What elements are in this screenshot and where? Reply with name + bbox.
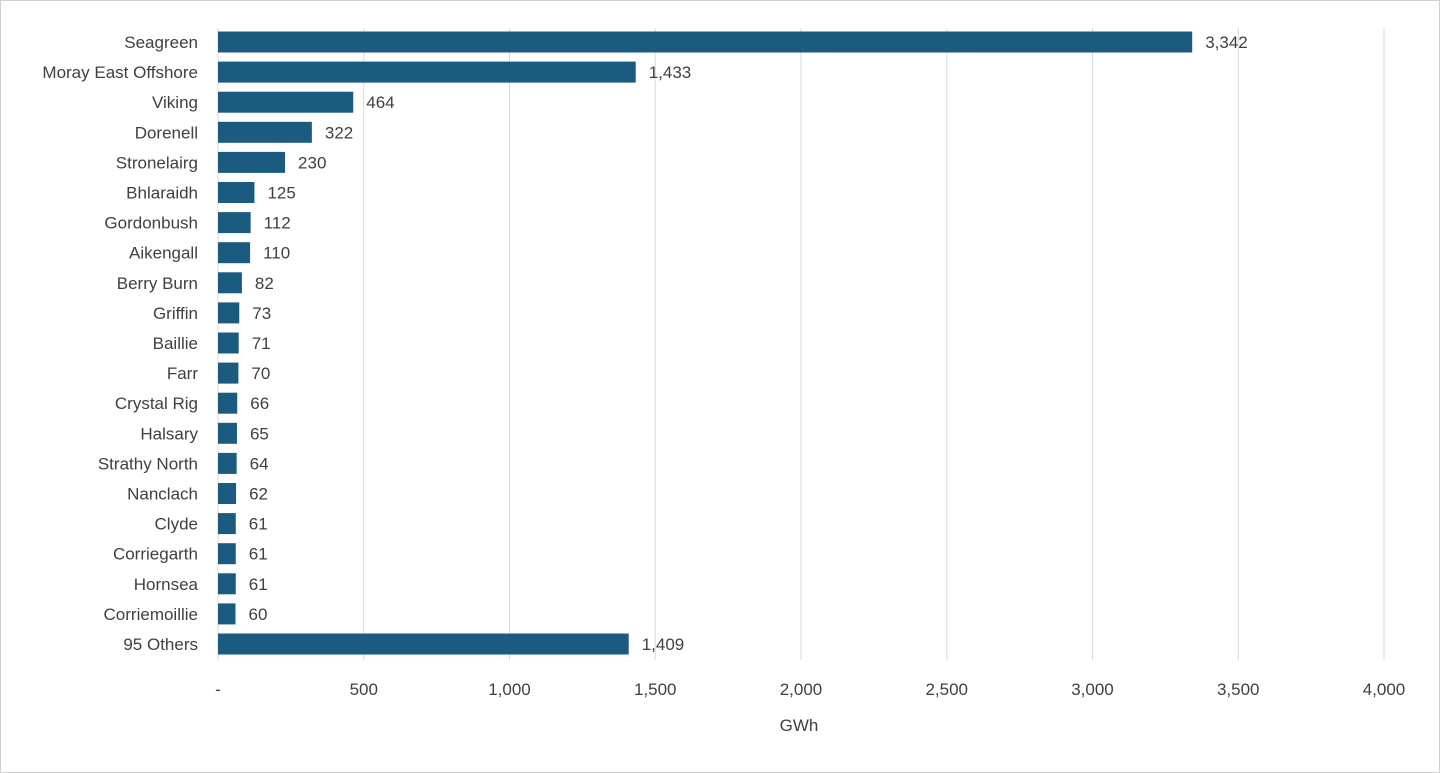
data-label: 61 <box>249 515 268 534</box>
bar <box>218 242 251 264</box>
x-tick-labels: - 500 1,000 1,500 2,000 2,500 3,000 3,500 4,000 <box>215 680 1405 699</box>
data-label: 1,409 <box>642 635 685 654</box>
bar <box>218 182 255 203</box>
category-label: Gordonbush <box>104 214 198 233</box>
data-label: 125 <box>267 184 295 203</box>
category-labels: Seagreen Moray East Offshore Viking Dorenel… <box>42 33 198 654</box>
category-label: Moray East Offshore <box>42 63 198 82</box>
data-label: 322 <box>325 123 353 142</box>
x-tick-label: - <box>215 680 221 699</box>
x-tick-label: 1,500 <box>634 680 677 699</box>
bar <box>218 272 242 294</box>
x-tick-label: 2,500 <box>925 680 968 699</box>
category-label: Farr <box>167 364 199 383</box>
data-label: 65 <box>250 424 269 443</box>
category-label: 95 Others <box>123 635 198 654</box>
data-label: 1,433 <box>649 63 692 82</box>
category-label: Berry Burn <box>117 274 198 293</box>
bar <box>218 332 239 354</box>
data-label: 62 <box>249 485 268 504</box>
category-label: Seagreen <box>124 33 198 52</box>
bars <box>218 31 1193 655</box>
bar <box>218 151 286 173</box>
x-tick-label: 3,500 <box>1217 680 1260 699</box>
bar <box>218 483 237 504</box>
category-label: Halsary <box>140 424 198 443</box>
bar <box>218 513 236 535</box>
bar <box>218 603 236 625</box>
bar <box>218 121 312 143</box>
data-label: 61 <box>249 545 268 564</box>
x-tick-label: 1,000 <box>488 680 531 699</box>
data-label: 71 <box>252 334 271 353</box>
x-axis-title: GWh <box>780 716 819 735</box>
data-label: 61 <box>249 575 268 594</box>
data-label: 230 <box>298 153 326 172</box>
category-label: Dorenell <box>135 123 198 142</box>
category-label: Corriegarth <box>113 545 198 564</box>
data-label: 70 <box>251 364 270 383</box>
bar <box>218 362 239 384</box>
bar <box>218 212 251 234</box>
bar <box>218 543 236 565</box>
bar <box>218 31 1193 53</box>
x-tick-label: 4,000 <box>1363 680 1406 699</box>
bar <box>218 302 240 324</box>
data-label: 73 <box>252 304 271 323</box>
category-label: Aikengall <box>129 244 198 263</box>
x-tick-label: 500 <box>350 680 378 699</box>
data-label: 112 <box>264 214 291 233</box>
bar <box>218 61 636 83</box>
category-label: Nanclach <box>127 485 198 504</box>
x-tick-label: 2,000 <box>780 680 823 699</box>
bar <box>218 91 354 113</box>
data-label: 66 <box>250 394 269 413</box>
category-label: Clyde <box>155 515 198 534</box>
bar <box>218 633 629 655</box>
category-label: Hornsea <box>134 575 199 594</box>
data-label: 464 <box>366 93 394 112</box>
category-label: Bhlaraidh <box>126 184 198 203</box>
bar <box>218 452 237 474</box>
category-label: Strathy North <box>98 454 198 473</box>
category-label: Stronelairg <box>116 153 198 172</box>
bar <box>218 422 237 444</box>
category-label: Baillie <box>153 334 198 353</box>
x-tick-label: 3,000 <box>1071 680 1114 699</box>
gridlines <box>217 28 1385 660</box>
data-label: 110 <box>263 244 290 263</box>
category-label: Crystal Rig <box>115 394 198 413</box>
data-label: 60 <box>248 605 267 624</box>
data-label: 82 <box>255 274 274 293</box>
data-label: 64 <box>250 454 269 473</box>
category-label: Griffin <box>153 304 198 323</box>
bar <box>218 392 238 414</box>
data-label: 3,342 <box>1205 33 1248 52</box>
bar <box>218 573 236 595</box>
category-label: Corriemoillie <box>104 605 198 624</box>
category-label: Viking <box>152 93 198 112</box>
